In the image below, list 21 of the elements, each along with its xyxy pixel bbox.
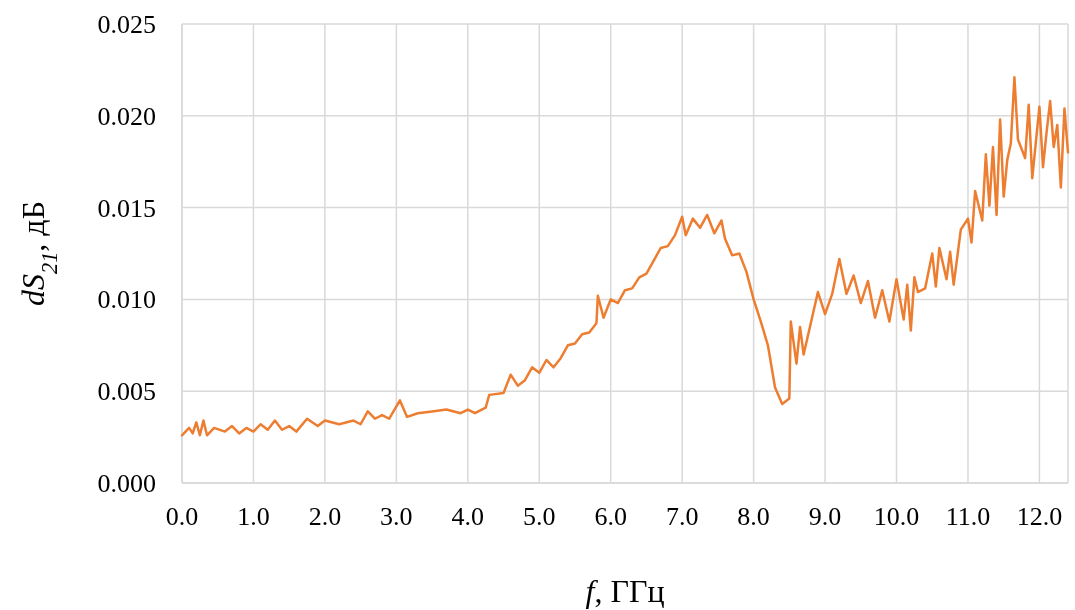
- x-tick-label: 9.0: [808, 502, 842, 531]
- x-tick-label: 3.0: [380, 502, 413, 531]
- x-tick-label: 7.0: [665, 502, 699, 531]
- x-tick-label: 1.0: [237, 502, 270, 531]
- y-tick-label: 0.005: [97, 377, 156, 407]
- x-tick-label: 10.0: [873, 502, 920, 531]
- x-tick-label: 8.0: [737, 502, 770, 531]
- x-tick-label: 12.0: [1016, 502, 1063, 531]
- y-tick-label: 0.015: [97, 193, 156, 223]
- y-tick-label: 0.010: [97, 285, 156, 315]
- line-series: [180, 75, 1070, 437]
- y-tick-label: 0.020: [97, 101, 156, 131]
- x-tick-label: 6.0: [594, 502, 627, 531]
- x-tick-label: 0.0: [165, 502, 199, 531]
- x-tick-label: 5.0: [523, 502, 556, 531]
- y-tick-label: 0.025: [97, 10, 156, 39]
- x-tick-label: 4.0: [451, 502, 485, 531]
- y-tick-label: 0.000: [97, 469, 156, 498]
- x-tick-label: 11.0: [945, 502, 991, 531]
- x-axis-title: f, ГГц: [585, 573, 665, 609]
- x-tick-label: 2.0: [308, 502, 342, 531]
